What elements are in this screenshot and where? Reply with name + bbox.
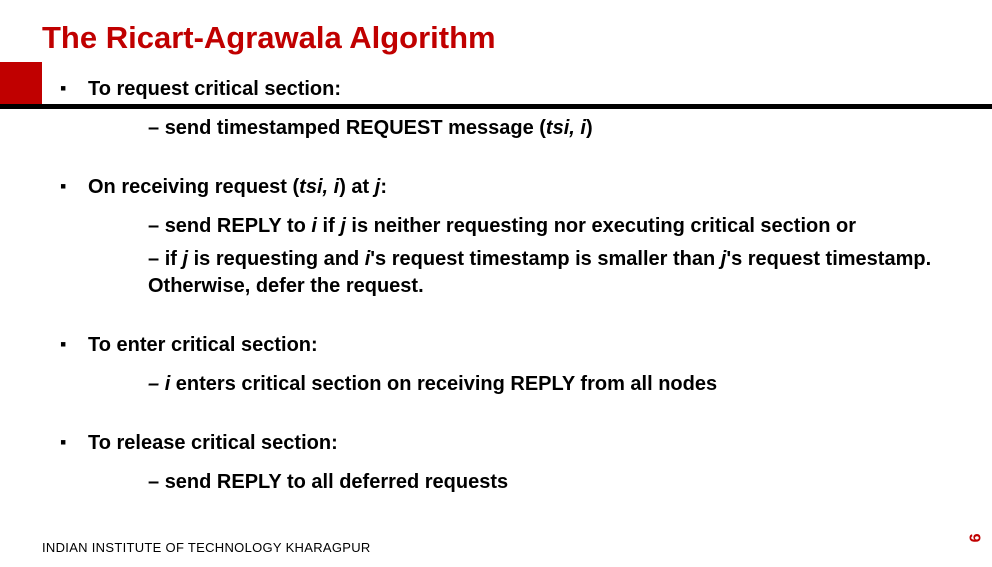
text-run: send REPLY to (165, 215, 312, 237)
bullet-heading: To request critical section: (60, 78, 950, 101)
sub-bullet: – if j is requesting and i's request tim… (148, 246, 950, 300)
text-run: ) at (339, 176, 375, 198)
text-run: is neither requesting nor executing crit… (346, 215, 856, 237)
text-run: if (165, 248, 183, 270)
text-run: On receiving request ( (88, 176, 299, 198)
text-run: : (380, 176, 387, 198)
accent-block (0, 62, 42, 104)
text-run: 's request timestamp is smaller than (370, 248, 720, 270)
text-run: if (317, 215, 340, 237)
bullet-heading: To release critical section: (60, 432, 950, 455)
bullet-heading: On receiving request (tsi, i) at j: (60, 176, 950, 199)
slide-title: The Ricart-Agrawala Algorithm (42, 20, 496, 56)
text-run: enters critical section on receiving REP… (170, 373, 717, 395)
text-run: is requesting and (188, 248, 365, 270)
text-run: tsi, i (546, 117, 586, 139)
dash-marker: – (148, 215, 165, 237)
text-run: send timestamped REQUEST message ( (165, 117, 546, 139)
text-run: tsi, i (299, 176, 339, 198)
dash-marker: – (148, 117, 165, 139)
dash-marker: – (148, 248, 165, 270)
text-run: send REPLY to all deferred requests (165, 471, 508, 493)
sub-bullet: – send timestamped REQUEST message (tsi,… (148, 115, 950, 142)
bullet-heading: To enter critical section: (60, 334, 950, 357)
slide-content: To request critical section: – send times… (60, 78, 950, 502)
page-number: 9 (965, 534, 983, 543)
sub-bullet: – send REPLY to all deferred requests (148, 469, 950, 496)
text-run: ) (586, 117, 593, 139)
dash-marker: – (148, 471, 165, 493)
footer-text: INDIAN INSTITUTE OF TECHNOLOGY KHARAGPUR (42, 540, 371, 555)
sub-bullet: – send REPLY to i if j is neither reques… (148, 213, 950, 240)
dash-marker: – (148, 373, 165, 395)
sub-bullet: – i enters critical section on receiving… (148, 371, 950, 398)
